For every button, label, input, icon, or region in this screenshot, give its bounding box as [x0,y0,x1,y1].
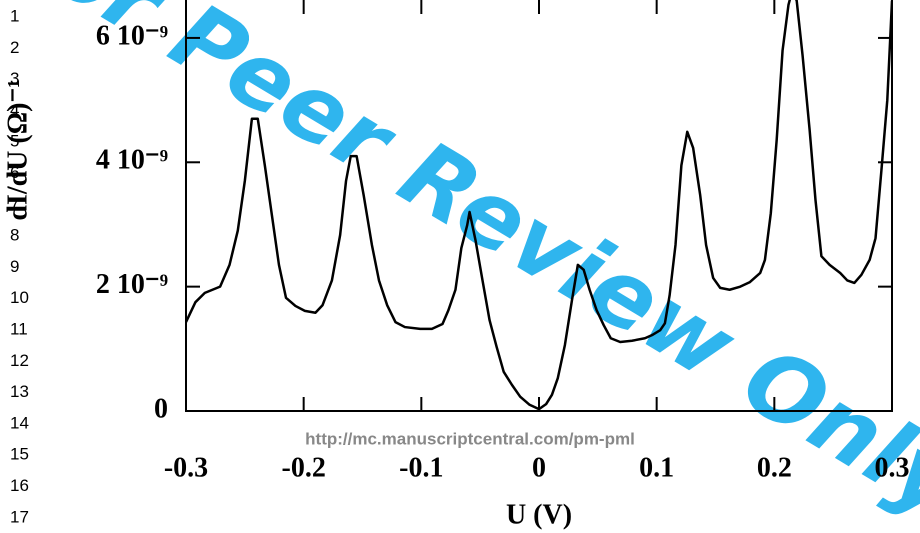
line-number: 17 [10,507,29,526]
line-number: 13 [10,382,29,401]
line-number: 16 [10,476,29,495]
line-number: 15 [10,445,29,464]
line-number: 14 [10,413,29,432]
line-number: 11 [10,319,28,338]
url: http://mc.manuscriptcentral.com/pm-pml [305,429,635,448]
line-number: 2 [10,38,19,57]
x-tick-label: 0.1 [639,452,674,483]
line-number: 12 [10,351,29,370]
x-axis-label: U (V) [506,499,572,530]
line-number: 9 [10,257,19,276]
line-number: 7 [10,194,19,213]
line-number: 4 [10,100,19,119]
y-tick-label: 0 [154,393,168,424]
y-tick-label: 4 10⁻⁹ [96,145,168,176]
y-tick-label: 2 10⁻⁹ [96,269,168,300]
line-number: 3 [10,69,19,88]
line-number: 5 [10,132,19,151]
line-number: 10 [10,288,29,307]
data-line [186,0,892,411]
x-tick-label: -0.2 [282,452,326,483]
x-tick-label: 0 [532,452,546,483]
line-number: 6 [10,163,19,182]
line-number: 1 [10,6,19,25]
x-tick-label: 0.2 [757,452,792,483]
y-tick-label: 6 10⁻⁹ [96,20,168,51]
x-tick-label: 0.3 [875,452,910,483]
x-tick-label: -0.3 [164,452,208,483]
line-number: 8 [10,226,19,245]
y-axis-label: dI/dU (Ω)⁻¹ [2,79,33,220]
x-tick-label: -0.1 [399,452,443,483]
